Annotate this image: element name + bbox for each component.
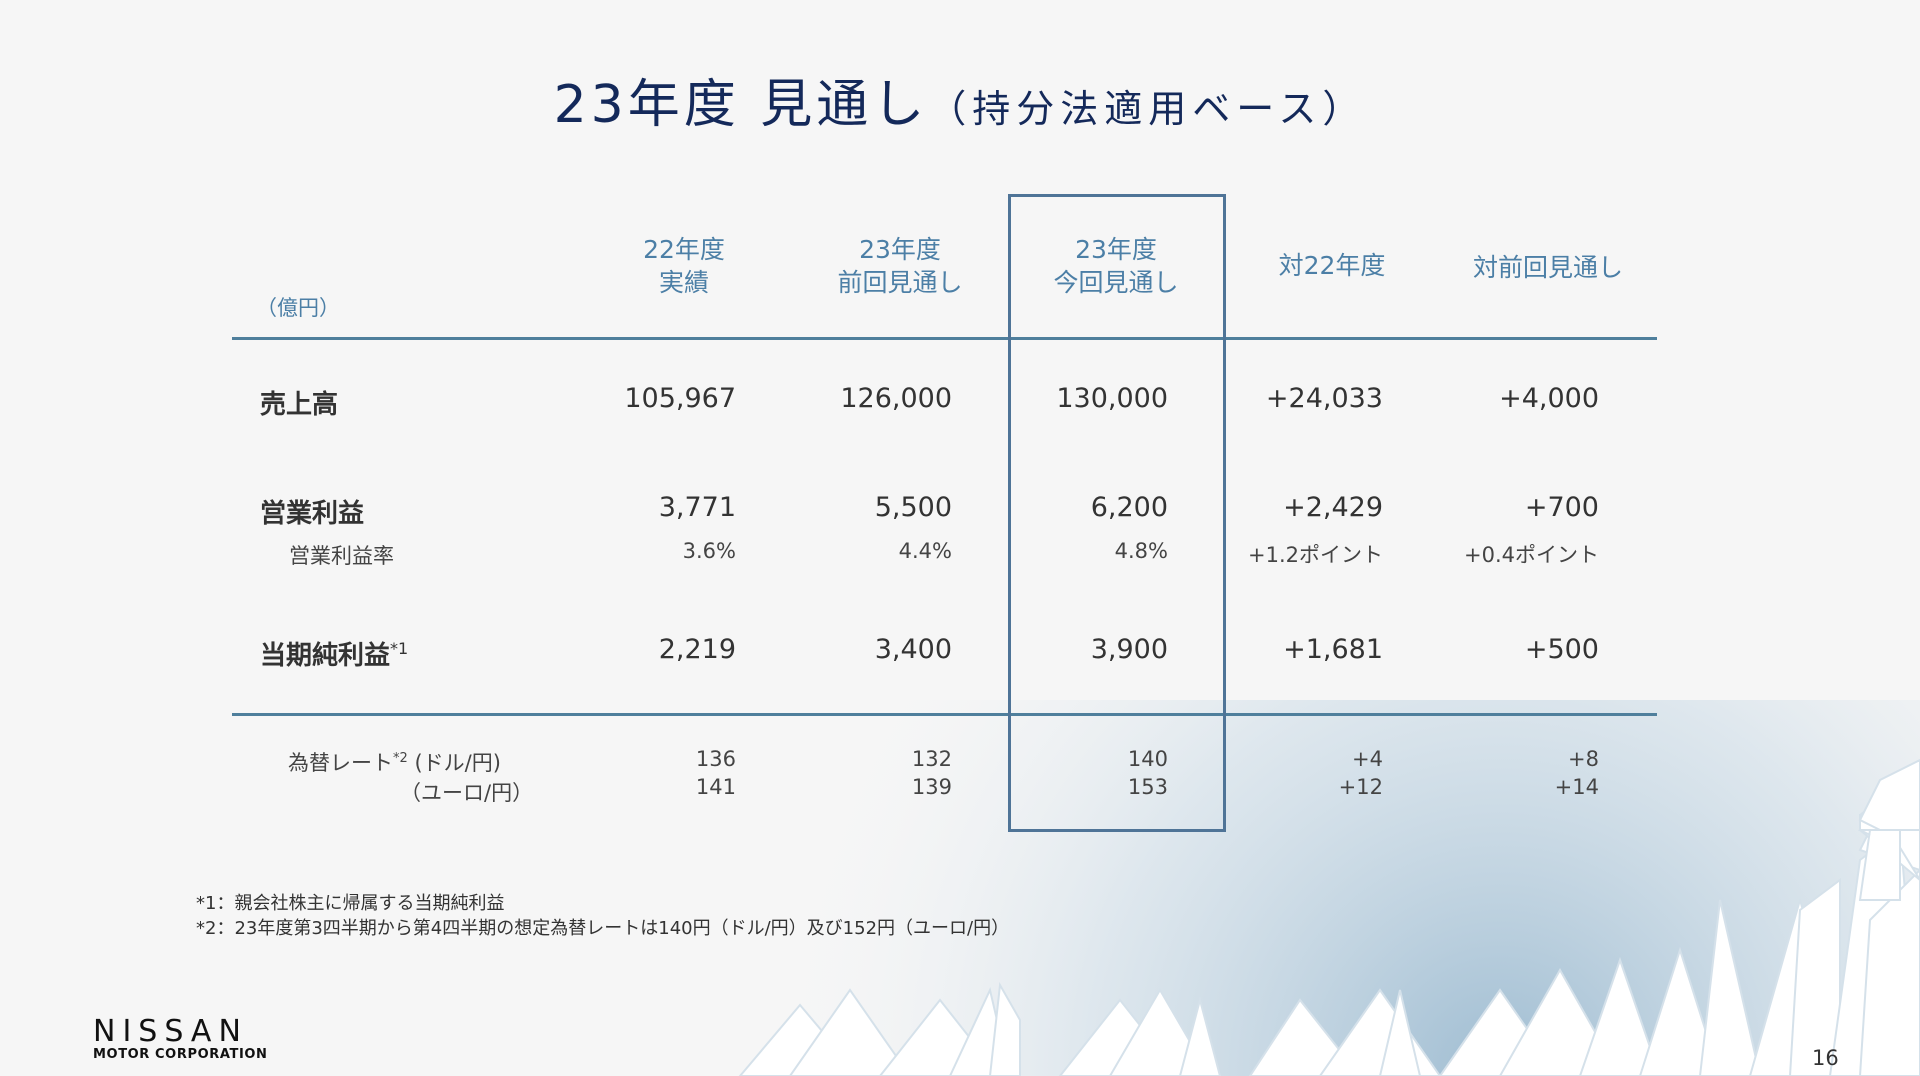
cell-usd-vs-prev: +8: [1568, 747, 1599, 771]
cell-op-vs-prev: +700: [1524, 492, 1599, 523]
nissan-logo: NISSAN MOTOR CORPORATION: [93, 1014, 268, 1062]
page-title-sub: （持分法適用ベース）: [928, 87, 1367, 131]
column-header-line1: 23年度: [1075, 235, 1157, 264]
cell-sales-fy23-prev: 126,000: [840, 383, 952, 414]
cell-usd-fy22: 136: [695, 747, 736, 771]
footnote-mark-2: *2: [393, 751, 408, 766]
cell-eur-fy23-current: 153: [1127, 775, 1168, 799]
cell-sales-fy22: 105,967: [624, 383, 736, 414]
row-label-fx-eur: （ユーロ/円）: [400, 781, 534, 805]
column-header-line1: 23年度: [859, 235, 941, 264]
header-divider: [232, 337, 1657, 340]
logo-brand: NISSAN: [93, 1014, 248, 1049]
current-forecast-highlight-box: [1008, 194, 1226, 832]
column-header-line2: 今回見通し: [1053, 268, 1179, 297]
cell-usd-fy23-current: 140: [1127, 747, 1168, 771]
footnote-1: *1：親会社株主に帰属する当期純利益: [196, 893, 505, 914]
cell-sales-vs-prev: +4,000: [1499, 383, 1599, 414]
cell-eur-vs-prev: +14: [1554, 775, 1599, 799]
footnote-2: *2：23年度第3四半期から第4四半期の想定為替レートは140円（ドル/円）及び…: [196, 918, 1010, 939]
cell-op-vs-fy22: +2,429: [1283, 492, 1383, 523]
column-header-fy23-previous-forecast: 23年度 前回見通し: [800, 233, 1000, 299]
row-label-fx-usd: 為替レート*2 (ドル/円): [288, 747, 501, 777]
page-title-main: 23年度 見通し: [553, 75, 929, 135]
cell-ni-fy23-current: 3,900: [1090, 634, 1168, 665]
cell-op-fy22: 3,771: [658, 492, 736, 523]
row-label-net-income: 当期純利益*1: [260, 635, 408, 672]
column-header-fy22-actual: 22年度 実績: [584, 233, 784, 299]
fx-divider: [232, 713, 1657, 716]
row-label-sales: 売上高: [260, 390, 339, 420]
cell-eur-vs-fy22: +12: [1338, 775, 1383, 799]
cell-op-fy23-prev: 5,500: [874, 492, 952, 523]
cell-ni-fy23-prev: 3,400: [874, 634, 952, 665]
column-header-line2: 前回見通し: [837, 268, 963, 297]
column-header-line1: 22年度: [643, 235, 725, 264]
page-title: 23年度 見通し（持分法適用ベース）: [0, 62, 1920, 137]
cell-margin-fy23-prev: 4.4%: [898, 539, 952, 563]
net-income-label-text: 当期純利益: [260, 641, 391, 671]
cell-sales-vs-fy22: +24,033: [1265, 383, 1383, 414]
column-header-vs-previous-forecast: 対前回見通し: [1472, 253, 1623, 282]
cell-ni-fy22: 2,219: [658, 634, 736, 665]
cell-ni-vs-fy22: +1,681: [1283, 634, 1383, 665]
cell-op-fy23-current: 6,200: [1090, 492, 1168, 523]
cell-eur-fy23-prev: 139: [911, 775, 952, 799]
cell-usd-fy23-prev: 132: [911, 747, 952, 771]
cell-margin-vs-prev: +0.4ポイント: [1464, 543, 1599, 567]
cell-ni-vs-prev: +500: [1524, 634, 1599, 665]
column-header-fy23-current-forecast: 23年度 今回見通し: [1016, 233, 1216, 299]
page-number: 16: [1812, 1046, 1839, 1070]
logo-subtitle: MOTOR CORPORATION: [93, 1047, 268, 1062]
cell-margin-fy23-current: 4.8%: [1114, 539, 1168, 563]
row-label-operating-margin: 営業利益率: [289, 544, 394, 568]
column-header-vs-fy22: 対22年度: [1278, 251, 1386, 280]
cell-sales-fy23-current: 130,000: [1056, 383, 1168, 414]
cell-usd-vs-fy22: +4: [1352, 747, 1383, 771]
fx-label-text: 為替レート: [288, 751, 393, 775]
cell-margin-vs-fy22: +1.2ポイント: [1248, 543, 1383, 567]
fx-usd-label: (ドル/円): [414, 751, 501, 775]
cell-eur-fy22: 141: [695, 775, 736, 799]
column-header-line2: 実績: [658, 268, 709, 297]
row-label-operating-profit: 営業利益: [260, 499, 365, 529]
cell-margin-fy22: 3.6%: [682, 539, 736, 563]
unit-label: （億円）: [256, 296, 340, 320]
footnote-mark-1: *1: [390, 639, 409, 658]
